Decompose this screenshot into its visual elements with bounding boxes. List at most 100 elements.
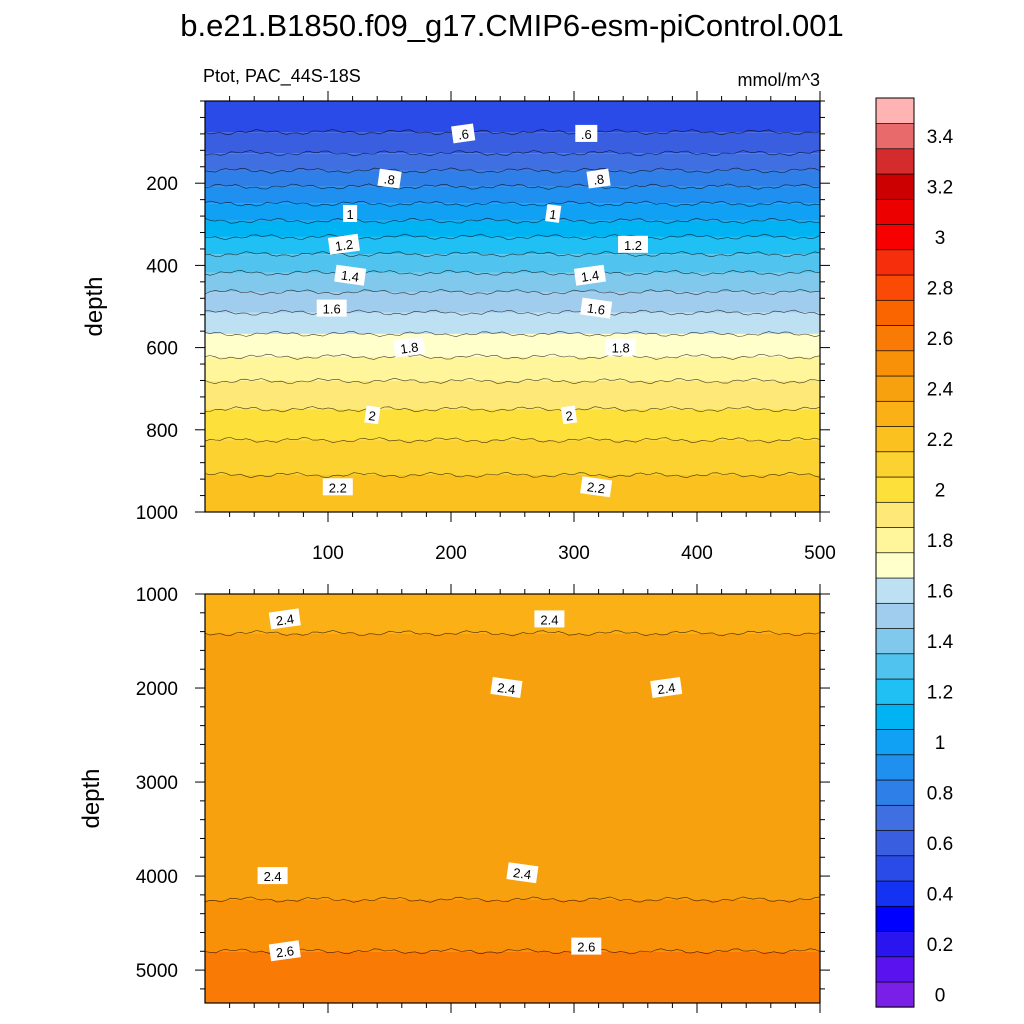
contour-band bbox=[205, 153, 820, 171]
left-string: Ptot, PAC_44S-18S bbox=[203, 66, 361, 87]
contour-line bbox=[204, 896, 821, 903]
contour-band bbox=[205, 101, 820, 133]
colorbar-label: 0 bbox=[935, 985, 946, 1006]
colorbar: 0 0.2 0.4 0.6 0.8 1 1.2 1.4 1.6 1.8 2 2.2 2.4 2.6 2.8 3… bbox=[875, 97, 954, 1008]
contour-label-text: .6 bbox=[581, 127, 592, 142]
contour-label: 1.6 bbox=[580, 297, 613, 319]
y-tick-label: 200 bbox=[146, 174, 178, 195]
y-tick-label: 600 bbox=[146, 339, 178, 360]
colorbar-box bbox=[875, 148, 915, 175]
colorbar-box bbox=[875, 324, 915, 352]
contour-label-text: 2.2 bbox=[329, 480, 347, 495]
contour-label-text: 1.4 bbox=[340, 268, 360, 285]
colorbar-label: 2.4 bbox=[927, 379, 954, 400]
contour-label-bg bbox=[586, 168, 611, 189]
contour-labels: 2.4 2.4 2.4 2.4 2.4 2.4 2.6 2.6 bbox=[257, 608, 683, 962]
colorbar-box bbox=[875, 451, 915, 478]
lower-panel: 2.4 2.4 2.4 2.4 2.4 2.4 2.6 2.6 1000 2000 3000 4000… bbox=[78, 584, 830, 1013]
contour-labels: .6 .6 .8 .8 1 1 1.2 1.2 1.4 1.4 1.6 1.6 1.8 1.8 2 2 2.2 2… bbox=[316, 123, 648, 498]
contour-label-text: 2.6 bbox=[275, 943, 295, 960]
contour-label: 1.2 bbox=[618, 235, 648, 253]
upper-panel: .6.6.8.81 11.2 1.21.4 1.41.6 1.61.8 1.82 22.2 2… bbox=[81, 91, 836, 564]
y-tick-label: 400 bbox=[146, 256, 178, 277]
contour-line bbox=[205, 309, 821, 316]
y-axis: 200 400 600 800 1000 depth bbox=[81, 100, 830, 524]
colorbar-label: 0.4 bbox=[927, 884, 954, 905]
colorbar-label: 1.2 bbox=[927, 682, 953, 703]
contour-label-text: 1.6 bbox=[323, 302, 341, 317]
colorbar-box bbox=[875, 602, 915, 629]
figure-title: b.e21.B1850.f09_g17.CMIP6-esm-piControl.… bbox=[180, 8, 843, 43]
contour-label: .8 bbox=[377, 168, 402, 189]
contour-label-text: 1.2 bbox=[334, 237, 354, 254]
contour-label: 1.2 bbox=[327, 233, 360, 255]
colorbar-box bbox=[875, 526, 915, 554]
contour-label-bg bbox=[451, 123, 476, 144]
contour-label-text: 2 bbox=[368, 408, 377, 424]
filled-contours bbox=[205, 594, 820, 1003]
y-tick-label: 2000 bbox=[136, 679, 178, 700]
contour-line bbox=[204, 183, 821, 190]
colorbar-label: 2.2 bbox=[927, 430, 953, 451]
contour-label-bg bbox=[316, 299, 347, 317]
contour-label-bg bbox=[573, 264, 606, 286]
colorbar-box bbox=[875, 880, 915, 907]
contour-label-bg bbox=[560, 405, 578, 425]
contour-band bbox=[205, 132, 820, 154]
contour-label: 2.4 bbox=[268, 608, 301, 630]
colorbar-label: 0.2 bbox=[927, 935, 953, 956]
contour-line bbox=[204, 150, 821, 157]
contour-label-bg bbox=[364, 405, 381, 425]
colorbar-box bbox=[875, 173, 915, 200]
colorbar-box bbox=[875, 350, 915, 377]
x-axis bbox=[229, 584, 821, 1013]
colorbar-box bbox=[875, 779, 915, 806]
colorbar-box bbox=[875, 728, 915, 756]
contour-label-text: 2.4 bbox=[496, 680, 516, 697]
colorbar-label: 3 bbox=[935, 228, 946, 249]
contour-label-bg bbox=[575, 124, 598, 142]
contour-label-text: .8 bbox=[592, 171, 605, 187]
colorbar-box bbox=[875, 299, 915, 326]
contour-line bbox=[204, 269, 821, 276]
x-tick-label: 500 bbox=[804, 543, 836, 564]
contour-label-bg bbox=[534, 610, 565, 628]
contour-label-text: 1 bbox=[548, 207, 557, 223]
contour-line bbox=[204, 471, 821, 479]
colorbar-box bbox=[875, 425, 915, 453]
plot-frame bbox=[204, 100, 821, 513]
contour-label: 1.8 bbox=[393, 336, 426, 358]
colorbar-label: 0.6 bbox=[927, 834, 953, 855]
contour-line bbox=[204, 330, 821, 338]
contour-band bbox=[205, 633, 820, 900]
colorbar-box bbox=[875, 930, 915, 958]
contour-band bbox=[205, 220, 820, 237]
colorbar-label: 2.6 bbox=[927, 329, 953, 350]
contour-label-text: 1.4 bbox=[580, 268, 600, 285]
x-tick-label: 100 bbox=[312, 543, 344, 564]
contour-label-text: 1.8 bbox=[399, 339, 419, 356]
filled-contours bbox=[205, 101, 820, 512]
colorbar-box bbox=[875, 552, 915, 579]
y-tick-label: 3000 bbox=[136, 773, 178, 794]
contour-band bbox=[205, 475, 820, 512]
contour-label-bg bbox=[650, 676, 683, 699]
contour-label: 2.4 bbox=[650, 676, 683, 699]
contour-label-text: 2.4 bbox=[540, 612, 558, 627]
contour-label-bg bbox=[343, 205, 358, 222]
contour-label-text: 2.2 bbox=[586, 479, 606, 496]
contour-label: 1.4 bbox=[573, 264, 606, 286]
colorbar-box bbox=[875, 577, 915, 604]
contour-label-bg bbox=[327, 233, 360, 255]
contour-line bbox=[204, 233, 821, 241]
colorbar-box bbox=[875, 905, 915, 932]
contour-label-bg bbox=[257, 867, 288, 885]
contour-label-bg bbox=[580, 297, 613, 319]
contour-label-text: 2.4 bbox=[275, 611, 295, 628]
y-tick-label: 4000 bbox=[136, 867, 178, 888]
y-axis-label: depth bbox=[81, 276, 108, 336]
contour-label: .6 bbox=[451, 123, 476, 144]
contour-band bbox=[205, 440, 820, 476]
colorbar-box bbox=[875, 400, 915, 427]
